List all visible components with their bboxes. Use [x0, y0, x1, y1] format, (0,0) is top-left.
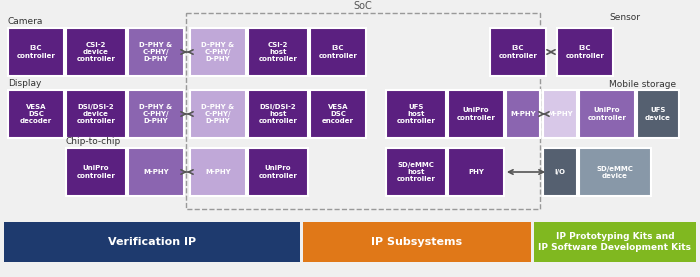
FancyBboxPatch shape [66, 28, 126, 76]
Text: UFS
host
controller: UFS host controller [397, 104, 435, 124]
FancyBboxPatch shape [386, 148, 446, 196]
FancyBboxPatch shape [579, 90, 635, 138]
FancyBboxPatch shape [248, 90, 308, 138]
FancyBboxPatch shape [190, 28, 246, 76]
Text: Verification IP: Verification IP [108, 237, 196, 247]
FancyBboxPatch shape [190, 148, 246, 196]
Text: M-PHY: M-PHY [144, 169, 169, 175]
Text: UniPro
controller: UniPro controller [587, 107, 626, 120]
Text: UniPro
controller: UniPro controller [76, 165, 116, 178]
Text: M-PHY: M-PHY [205, 169, 231, 175]
FancyBboxPatch shape [543, 90, 577, 138]
Text: UniPro
controller: UniPro controller [258, 165, 298, 178]
Text: I/O: I/O [554, 169, 566, 175]
FancyBboxPatch shape [66, 90, 126, 138]
Text: I3C
controller: I3C controller [566, 45, 604, 58]
Text: IP Subsystems: IP Subsystems [372, 237, 463, 247]
FancyBboxPatch shape [248, 148, 308, 196]
Text: UniPro
controller: UniPro controller [456, 107, 496, 120]
FancyBboxPatch shape [128, 90, 184, 138]
Text: Mobile storage: Mobile storage [609, 80, 676, 89]
Text: CSI-2
host
controller: CSI-2 host controller [258, 42, 298, 62]
FancyBboxPatch shape [386, 90, 446, 138]
Text: Display: Display [8, 79, 41, 88]
FancyBboxPatch shape [543, 148, 577, 196]
FancyBboxPatch shape [128, 148, 184, 196]
Text: VESA
DSC
encoder: VESA DSC encoder [322, 104, 354, 124]
Text: UFS
device: UFS device [645, 107, 671, 120]
FancyBboxPatch shape [248, 28, 308, 76]
Text: Chip-to-chip: Chip-to-chip [66, 137, 121, 146]
Text: SoC: SoC [354, 1, 372, 11]
Text: D-PHY &
C-PHY/
D-PHY: D-PHY & C-PHY/ D-PHY [202, 104, 235, 124]
FancyBboxPatch shape [448, 148, 504, 196]
Text: I3C
controller: I3C controller [17, 45, 55, 58]
Text: M-PHY: M-PHY [547, 111, 573, 117]
FancyBboxPatch shape [310, 28, 366, 76]
FancyBboxPatch shape [637, 90, 679, 138]
Text: CSI-2
device
controller: CSI-2 device controller [76, 42, 116, 62]
Text: DSI/DSI-2
host
controller: DSI/DSI-2 host controller [258, 104, 298, 124]
Text: Sensor: Sensor [609, 13, 640, 22]
FancyBboxPatch shape [310, 90, 366, 138]
Text: M-PHY: M-PHY [510, 111, 536, 117]
FancyBboxPatch shape [579, 148, 651, 196]
Text: VESA
DSC
decoder: VESA DSC decoder [20, 104, 52, 124]
FancyBboxPatch shape [8, 28, 64, 76]
Text: I3C
controller: I3C controller [498, 45, 538, 58]
Text: D-PHY &
C-PHY/
D-PHY: D-PHY & C-PHY/ D-PHY [139, 42, 173, 62]
Text: SD/eMMC
device: SD/eMMC device [596, 165, 634, 178]
FancyBboxPatch shape [303, 222, 531, 262]
FancyBboxPatch shape [506, 90, 540, 138]
FancyBboxPatch shape [490, 28, 546, 76]
FancyBboxPatch shape [557, 28, 613, 76]
Text: D-PHY &
C-PHY/
D-PHY: D-PHY & C-PHY/ D-PHY [139, 104, 173, 124]
Text: Camera: Camera [8, 17, 43, 26]
Text: PHY: PHY [468, 169, 484, 175]
FancyBboxPatch shape [534, 222, 696, 262]
FancyBboxPatch shape [4, 222, 300, 262]
FancyBboxPatch shape [8, 90, 64, 138]
Text: IP Prototyping Kits and
IP Software Development Kits: IP Prototyping Kits and IP Software Deve… [538, 232, 692, 252]
Text: I3C
controller: I3C controller [318, 45, 358, 58]
FancyBboxPatch shape [128, 28, 184, 76]
Text: DSI/DSI-2
device
controller: DSI/DSI-2 device controller [76, 104, 116, 124]
FancyBboxPatch shape [448, 90, 504, 138]
Text: D-PHY &
C-PHY/
D-PHY: D-PHY & C-PHY/ D-PHY [202, 42, 235, 62]
Text: SD/eMMC
host
controller: SD/eMMC host controller [397, 162, 435, 182]
FancyBboxPatch shape [190, 90, 246, 138]
FancyBboxPatch shape [66, 148, 126, 196]
